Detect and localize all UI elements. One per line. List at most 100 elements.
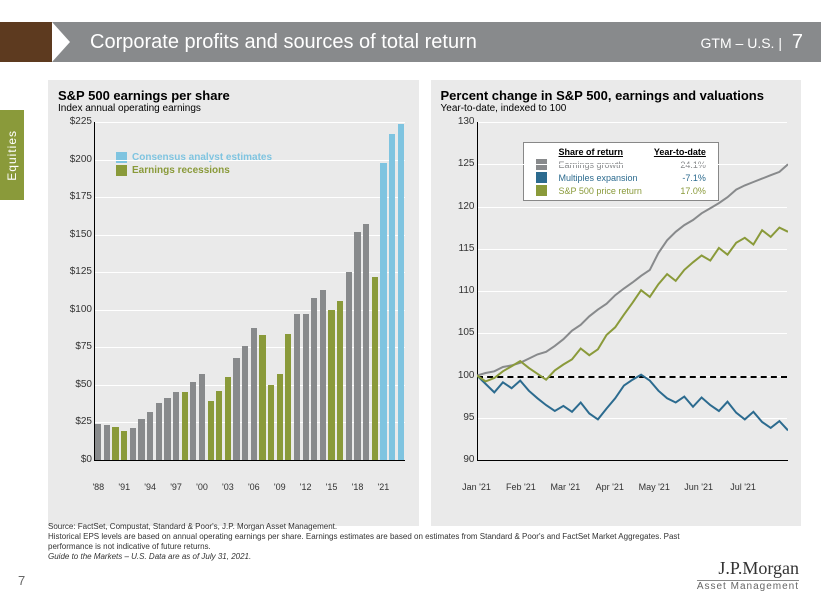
legend-swatch [116,152,127,163]
eps-plot: Consensus analyst estimates Earnings rece… [58,118,409,478]
eps-chart-title: S&P 500 earnings per share [58,88,409,103]
eps-bar [380,163,386,460]
eps-bar [164,398,170,460]
y-tick-label: $225 [52,116,92,127]
eps-bar [398,124,404,460]
legend-swatch [116,165,127,176]
x-tick-label: '91 [118,482,130,492]
x-tick-label: Jul '21 [730,482,756,492]
eps-bar [259,335,265,460]
x-tick-label: Feb '21 [506,482,536,492]
section-tab-equities: Equities [0,110,24,200]
page-number-bottom: 7 [18,573,25,588]
returns-chart-subtitle: Year-to-date, indexed to 100 [441,103,792,114]
x-tick-label: '06 [248,482,260,492]
section-tab-label: Equities [5,130,19,181]
eps-chart-subtitle: Index annual operating earnings [58,103,409,114]
x-tick-label: '97 [170,482,182,492]
returns-chart-title: Percent change in S&P 500, earnings and … [441,88,792,103]
y-tick-label: 95 [435,412,475,423]
returns-chart-panel: Percent change in S&P 500, earnings and … [431,80,802,526]
eps-bar [182,392,188,460]
x-tick-label: '15 [326,482,338,492]
eps-bar [190,382,196,460]
x-tick-label: '09 [274,482,286,492]
x-tick-label: '12 [300,482,312,492]
y-tick-label: $150 [52,229,92,240]
x-tick-label: '21 [378,482,390,492]
eps-bar [112,427,118,460]
page-title: Corporate profits and sources of total r… [90,31,701,54]
x-tick-label: May '21 [639,482,670,492]
eps-bar [277,374,283,460]
jpmorgan-logo: J.P.Morgan Asset Management [697,558,799,592]
eps-bar [328,310,334,460]
x-tick-label: Jan '21 [462,482,491,492]
eps-bar [354,232,360,460]
eps-bar [208,401,214,460]
x-tick-label: '03 [222,482,234,492]
chart-area: S&P 500 earnings per share Index annual … [48,80,801,526]
eps-bar [121,431,127,460]
eps-bar [147,412,153,460]
eps-bar [242,346,248,460]
footnote-line-1: Source: FactSet, Compustat, Standard & P… [48,522,701,532]
y-tick-label: $50 [52,379,92,390]
y-tick-label: 130 [435,116,475,127]
header-bar: Corporate profits and sources of total r… [0,22,821,62]
x-tick-label: '18 [352,482,364,492]
eps-bar [104,425,110,460]
eps-bar [95,424,101,460]
eps-bar [320,290,326,460]
y-tick-label: $125 [52,266,92,277]
eps-bar [233,358,239,460]
eps-bar [303,314,309,460]
eps-bar [346,272,352,460]
x-tick-label: Mar '21 [550,482,580,492]
page-number-top: 7 [792,31,803,53]
x-tick-label: Jun '21 [684,482,713,492]
eps-bar [130,428,136,460]
eps-bar [372,277,378,460]
footnote: Source: FactSet, Compustat, Standard & P… [48,522,701,562]
eps-bar [337,301,343,460]
logo-line-2: Asset Management [697,581,799,592]
y-tick-label: $200 [52,154,92,165]
eps-bar [268,385,274,460]
gtm-label: GTM – U.S. [701,35,775,51]
eps-bar [216,391,222,460]
y-tick-label: 90 [435,454,475,465]
y-tick-label: $25 [52,416,92,427]
series-line-earnings_growth [477,164,788,375]
eps-bar [363,224,369,460]
y-tick-label: 110 [435,285,475,296]
series-line-price [477,228,788,382]
eps-bar [138,419,144,460]
x-tick-label: '88 [92,482,104,492]
eps-bar [225,377,231,460]
x-tick-label: Apr '21 [596,482,624,492]
y-tick-label: 115 [435,243,475,254]
legend-label: Consensus analyst estimates [132,152,272,163]
logo-line-1: J.P.Morgan [697,558,799,581]
legend-row: Consensus analyst estimates [116,152,272,163]
y-tick-label: $100 [52,304,92,315]
footnote-line-2: Historical EPS levels are based on annua… [48,532,701,552]
eps-bar [285,334,291,460]
header-right: GTM – U.S. | 7 [701,31,803,54]
eps-bar [199,374,205,460]
header-accent-block [0,22,52,62]
x-tick-label: '00 [196,482,208,492]
y-tick-label: $0 [52,454,92,465]
eps-bar [294,314,300,460]
eps-bar [311,298,317,460]
eps-legend: Consensus analyst estimates Earnings rece… [116,152,272,178]
y-tick-label: 105 [435,327,475,338]
legend-label: Earnings recessions [132,165,230,176]
series-line-multiples [477,375,788,431]
y-tick-label: 120 [435,201,475,212]
eps-bar [173,392,179,460]
y-tick-label: $175 [52,191,92,202]
eps-bar [251,328,257,460]
line-svg [477,122,788,460]
